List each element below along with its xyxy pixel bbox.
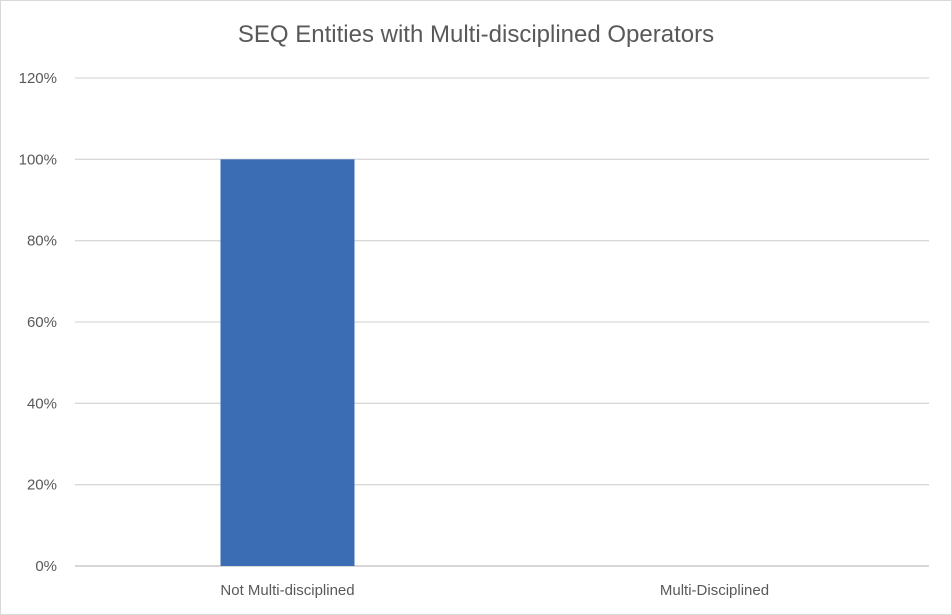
y-tick-label: 100% <box>19 151 57 168</box>
chart-title: SEQ Entities with Multi-disciplined Oper… <box>237 21 715 48</box>
x-tick-label: Multi-Disciplined <box>660 582 769 599</box>
y-tick-label: 20% <box>27 477 57 494</box>
y-tick-label: 40% <box>27 395 57 412</box>
x-tick-label: Not Multi-disciplined <box>220 582 354 599</box>
y-tick-label: 120% <box>19 70 57 87</box>
y-tick-label: 80% <box>27 233 57 250</box>
bar-not-multi-disciplined[interactable] <box>220 159 355 567</box>
y-tick-label: 60% <box>27 314 57 331</box>
y-tick-label: 0% <box>35 558 57 575</box>
